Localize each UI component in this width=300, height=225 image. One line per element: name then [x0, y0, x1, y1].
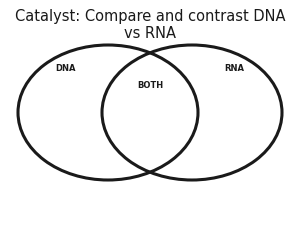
Text: DNA: DNA	[56, 64, 76, 73]
Text: RNA: RNA	[224, 64, 244, 73]
Text: BOTH: BOTH	[137, 81, 163, 90]
Text: Catalyst: Compare and contrast DNA
vs RNA: Catalyst: Compare and contrast DNA vs RN…	[15, 9, 285, 41]
